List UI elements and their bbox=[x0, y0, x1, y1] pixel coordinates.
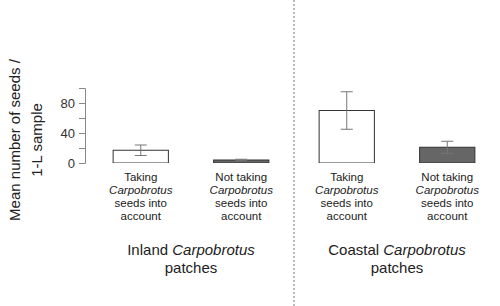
text-span: 1-L bbox=[28, 155, 45, 176]
error-cap bbox=[135, 155, 147, 156]
y-tick-mark bbox=[79, 103, 85, 104]
y-tick: 40 bbox=[61, 126, 85, 141]
text-span: seeds bbox=[321, 197, 352, 209]
text-span: of bbox=[6, 111, 23, 129]
text-span: sample bbox=[28, 103, 45, 156]
y-tick-mark bbox=[79, 88, 85, 89]
text-span: Not bbox=[215, 171, 234, 183]
y-tick-mark bbox=[79, 133, 85, 134]
y-axis-title: Mean number of seeds / 1-L sample bbox=[6, 58, 45, 221]
category-label: Not takingCarpobrotusseeds intoaccount bbox=[416, 171, 480, 222]
category-label: TakingCarpobrotusseeds intoaccount bbox=[315, 171, 379, 222]
text-span: number bbox=[6, 128, 23, 183]
text-span: Carpobrotus bbox=[379, 241, 466, 258]
error-cap bbox=[235, 160, 247, 161]
text-span: / bbox=[6, 58, 23, 67]
error-cap bbox=[135, 145, 147, 146]
text-span: seeds bbox=[215, 197, 246, 209]
text-span: seeds bbox=[6, 67, 23, 111]
text-span: Mean bbox=[6, 183, 23, 221]
chart: 04080TakingCarpobrotusseeds intoaccountN… bbox=[0, 0, 500, 306]
y-tick bbox=[79, 118, 85, 119]
category-label: TakingCarpobrotusseeds intoaccount bbox=[109, 171, 173, 222]
error-stem bbox=[447, 141, 448, 153]
text-span: Not bbox=[421, 171, 440, 183]
y-tick-label: 0 bbox=[68, 156, 75, 171]
error-stem bbox=[346, 92, 347, 130]
text-span: Carpobrotus bbox=[416, 184, 480, 196]
text-span: patches bbox=[371, 259, 424, 276]
group-separator bbox=[294, 0, 295, 306]
text-span: Carpobrotus bbox=[168, 241, 255, 258]
error-stem bbox=[140, 145, 141, 156]
y-tick bbox=[79, 88, 85, 89]
y-tick: 0 bbox=[68, 156, 85, 171]
text-span: taking bbox=[233, 171, 267, 183]
text-span: Inland bbox=[127, 241, 168, 258]
error-cap bbox=[441, 153, 453, 154]
error-cap bbox=[341, 129, 353, 130]
error-bar bbox=[341, 92, 353, 130]
group-label: Coastal Carpobrotuspatches bbox=[328, 241, 466, 276]
text-span: into bbox=[452, 197, 474, 209]
text-span: account bbox=[221, 210, 262, 222]
bar bbox=[214, 160, 269, 163]
text-span: into bbox=[351, 197, 373, 209]
error-cap bbox=[441, 141, 453, 142]
text-span: account bbox=[327, 210, 368, 222]
error-bar bbox=[441, 141, 453, 153]
y-axis: 0 40 80 bbox=[61, 89, 86, 171]
error-cap bbox=[341, 91, 353, 92]
error-bar bbox=[235, 159, 247, 161]
text-span: Carpobrotus bbox=[109, 184, 173, 196]
text-span: Coastal bbox=[328, 241, 379, 258]
text-span: Taking bbox=[330, 171, 363, 183]
bars bbox=[113, 92, 475, 163]
y-tick: 80 bbox=[61, 96, 85, 111]
text-span: seeds bbox=[421, 197, 452, 209]
text-span: Taking bbox=[124, 171, 157, 183]
category-label: Not takingCarpobrotusseeds intoaccount bbox=[210, 171, 274, 222]
y-tick-mark bbox=[79, 148, 85, 149]
text-span: taking bbox=[439, 171, 473, 183]
text-span: account bbox=[121, 210, 162, 222]
text-span: account bbox=[427, 210, 468, 222]
text-span: into bbox=[145, 197, 167, 209]
text-span: Carpobrotus bbox=[315, 184, 379, 196]
text-span: patches bbox=[165, 259, 218, 276]
text-span: seeds bbox=[115, 197, 146, 209]
y-tick-label: 40 bbox=[61, 126, 75, 141]
y-tick bbox=[79, 148, 85, 149]
group-label: Inland Carpobrotuspatches bbox=[127, 241, 255, 276]
y-axis-line bbox=[79, 89, 86, 164]
y-tick-mark bbox=[79, 118, 85, 119]
y-tick-mark bbox=[79, 163, 85, 164]
text-span: Carpobrotus bbox=[210, 184, 274, 196]
error-cap bbox=[235, 159, 247, 160]
y-tick-label: 80 bbox=[61, 96, 75, 111]
error-bar bbox=[135, 145, 147, 156]
text-span: into bbox=[246, 197, 268, 209]
